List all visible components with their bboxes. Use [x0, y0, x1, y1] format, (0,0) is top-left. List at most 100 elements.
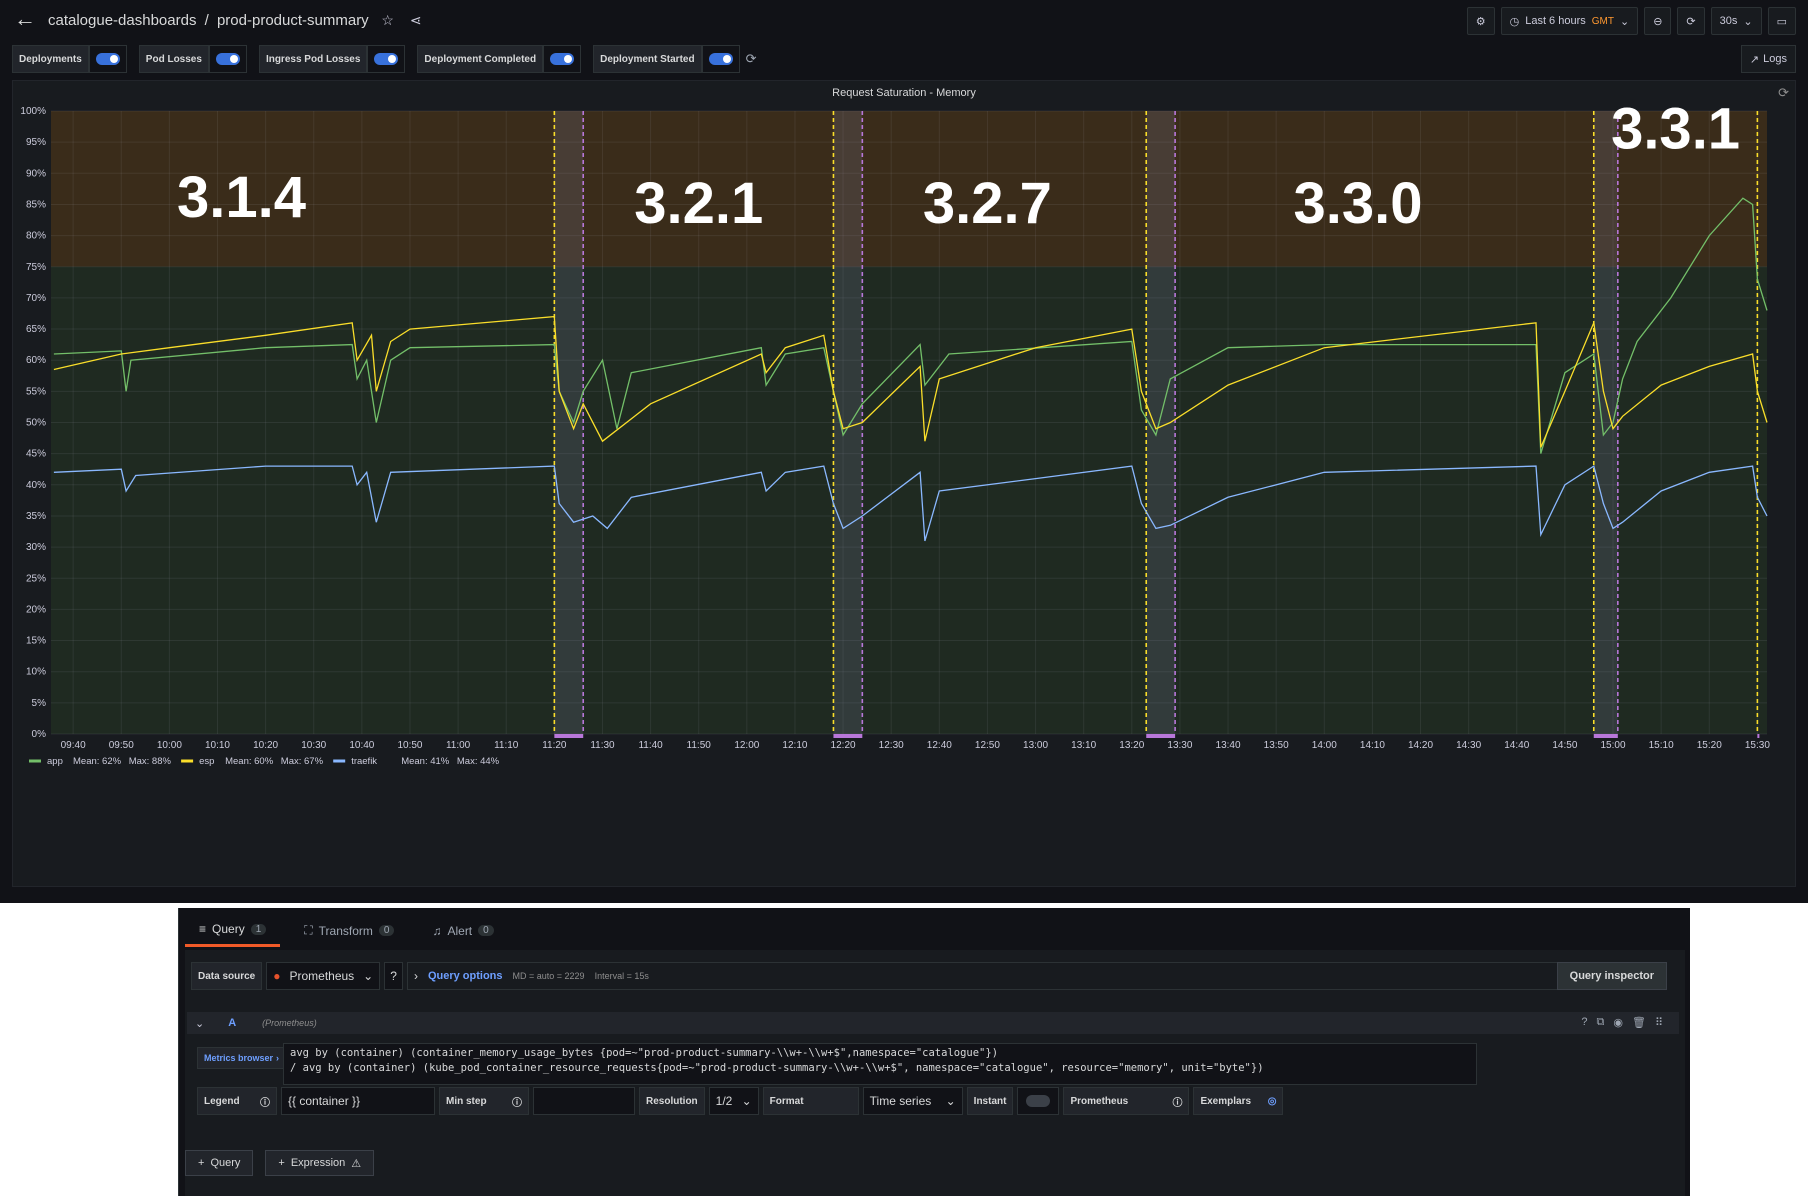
- add-expression-button[interactable]: + Expression ⚠: [265, 1150, 375, 1176]
- toggle-switch[interactable]: [215, 53, 240, 65]
- add-query-label: Query: [210, 1157, 241, 1169]
- x-tick-label: 13:20: [1119, 740, 1144, 751]
- version-label: 3.2.7: [923, 171, 1052, 236]
- share-icon[interactable]: ⋖: [409, 11, 422, 28]
- min-step-input[interactable]: [533, 1087, 635, 1115]
- prometheus-label-text: Prometheus: [1070, 1095, 1129, 1107]
- tab-alert[interactable]: ♫ Alert 0: [418, 918, 507, 947]
- chevron-down-icon: ⌄: [1619, 15, 1630, 28]
- query-options-row[interactable]: › Query options MD = auto = 2229 Interva…: [406, 962, 1591, 990]
- exemplars-label-text: Exemplars: [1200, 1095, 1252, 1107]
- settings-button[interactable]: ⚙: [1466, 7, 1495, 35]
- toggle-switch[interactable]: [550, 53, 575, 65]
- resolution-select[interactable]: 1/2 ⌄: [708, 1087, 759, 1115]
- var-label: Deployment Started: [593, 45, 702, 73]
- series-line-esp: [53, 315, 1768, 448]
- query-expression-editor[interactable]: avg by (container) (container_memory_usa…: [283, 1043, 1477, 1085]
- chevron-down-icon[interactable]: ⌄: [195, 1017, 205, 1030]
- refresh-interval-button[interactable]: 30s ⌄: [1710, 7, 1762, 35]
- logs-label: Logs: [1763, 53, 1787, 65]
- y-tick-label: 60%: [26, 355, 46, 366]
- clock-icon: ◷: [1509, 15, 1520, 28]
- var-toggle[interactable]: [543, 45, 582, 73]
- query-option-row: Legend ⓘ {{ container }} Min step ⓘ Reso…: [197, 1087, 1284, 1115]
- eye-icon[interactable]: ◉: [1613, 1017, 1623, 1029]
- x-tick-label: 11:20: [542, 740, 567, 751]
- query-options-label: Query options: [427, 970, 503, 982]
- warning-icon: ⚠: [351, 1157, 362, 1170]
- query-source: (Prometheus): [262, 1018, 317, 1028]
- trash-icon[interactable]: 🗑: [1631, 1017, 1646, 1029]
- var-label: Pod Losses: [138, 45, 209, 73]
- query-ref[interactable]: A: [228, 1017, 237, 1029]
- time-picker-button[interactable]: ◷ Last 6 hours GMT ⌄: [1500, 7, 1639, 35]
- tv-mode-button[interactable]: ▭: [1767, 7, 1796, 35]
- datasource-row: Data source ● Prometheus ⌄ ? › Query opt…: [191, 962, 1591, 990]
- breadcrumb-folder[interactable]: catalogue-dashboards: [48, 11, 197, 29]
- instant-toggle[interactable]: [1017, 1087, 1060, 1115]
- back-arrow-icon[interactable]: ←: [14, 6, 36, 31]
- logs-link[interactable]: ↗ Logs: [1740, 45, 1796, 73]
- add-buttons: + Query + Expression ⚠: [185, 1150, 375, 1176]
- copy-icon[interactable]: ⧉: [1596, 1016, 1605, 1028]
- drag-handle-icon[interactable]: ⠿: [1654, 1017, 1663, 1029]
- toggle-switch[interactable]: [95, 53, 120, 65]
- help-icon[interactable]: ?: [1581, 1016, 1588, 1028]
- zoom-out-button[interactable]: ⊖: [1644, 7, 1672, 35]
- var-pod-losses: Pod Losses: [138, 45, 247, 73]
- y-tick-label: 75%: [26, 262, 46, 273]
- var-toggle[interactable]: [88, 45, 127, 73]
- x-tick-label: 15:00: [1600, 740, 1625, 751]
- legend-input[interactable]: {{ container }}: [281, 1087, 435, 1115]
- version-label: 3.2.1: [634, 171, 763, 236]
- y-tick-label: 25%: [26, 573, 46, 584]
- toggle-switch[interactable]: [708, 53, 733, 65]
- tab-transform[interactable]: ⛶ Transform 0: [290, 918, 408, 947]
- add-query-button[interactable]: + Query: [185, 1150, 254, 1176]
- query-inspector-button[interactable]: Query inspector: [1556, 962, 1667, 990]
- panel-refresh-icon[interactable]: ⟳: [1778, 85, 1789, 100]
- star-icon[interactable]: ☆: [381, 11, 394, 28]
- var-deployment-completed: Deployment Completed: [417, 45, 582, 73]
- tab-label: Query: [212, 922, 245, 936]
- refresh-icon[interactable]: ⟳: [745, 51, 757, 66]
- legend-series-name: traefik: [351, 756, 377, 767]
- datasource-help-button[interactable]: ?: [384, 962, 403, 990]
- bell-icon: ♫: [432, 923, 442, 938]
- var-toggle[interactable]: [208, 45, 247, 73]
- x-tick-label: 10:50: [397, 740, 422, 751]
- top-navbar: ← catalogue-dashboards / prod-product-su…: [0, 0, 1808, 40]
- tab-query[interactable]: ≡ Query 1: [185, 918, 281, 947]
- datasource-value: Prometheus: [289, 969, 355, 983]
- x-tick-label: 10:00: [157, 740, 182, 751]
- toggle-switch-off[interactable]: [1026, 1095, 1051, 1107]
- refresh-button[interactable]: ⟳: [1677, 7, 1705, 35]
- exemplars-toggle-icon[interactable]: ◎: [1267, 1095, 1277, 1107]
- format-select[interactable]: Time series ⌄: [862, 1087, 963, 1115]
- var-deployment-started: Deployment Started ⟳: [593, 45, 756, 73]
- var-toggle[interactable]: [367, 45, 406, 73]
- x-tick-label: 09:50: [109, 740, 134, 751]
- x-tick-label: 14:50: [1552, 740, 1577, 751]
- chevron-down-icon: ⌄: [1743, 15, 1753, 28]
- breadcrumb-dashboard[interactable]: prod-product-summary: [216, 11, 369, 29]
- metrics-browser-label: Metrics browser: [204, 1053, 274, 1063]
- datasource-select[interactable]: ● Prometheus ⌄: [266, 962, 381, 990]
- y-tick-label: 100%: [20, 106, 46, 117]
- query-row-header[interactable]: ⌄ A (Prometheus) ? ⧉ ◉ 🗑 ⠿: [187, 1012, 1679, 1034]
- series-line-traefik: [53, 465, 1768, 542]
- toggle-switch[interactable]: [374, 53, 399, 65]
- deployment-annotation-bar: [833, 734, 863, 738]
- tab-label: Alert: [447, 923, 473, 938]
- help-icon: ?: [390, 969, 397, 983]
- var-toggle[interactable]: [701, 45, 740, 73]
- metrics-browser-button[interactable]: Metrics browser ›: [197, 1047, 287, 1069]
- x-tick-label: 12:50: [975, 740, 1000, 751]
- y-tick-label: 35%: [26, 511, 46, 522]
- y-tick-label: 80%: [26, 231, 46, 242]
- y-tick-label: 95%: [26, 137, 46, 148]
- x-tick-label: 14:20: [1408, 740, 1433, 751]
- variable-bar: Deployments Pod Losses Ingress Pod Losse…: [12, 45, 768, 73]
- monitor-icon: ▭: [1776, 15, 1787, 28]
- panel-title[interactable]: Request Saturation - Memory: [832, 87, 976, 99]
